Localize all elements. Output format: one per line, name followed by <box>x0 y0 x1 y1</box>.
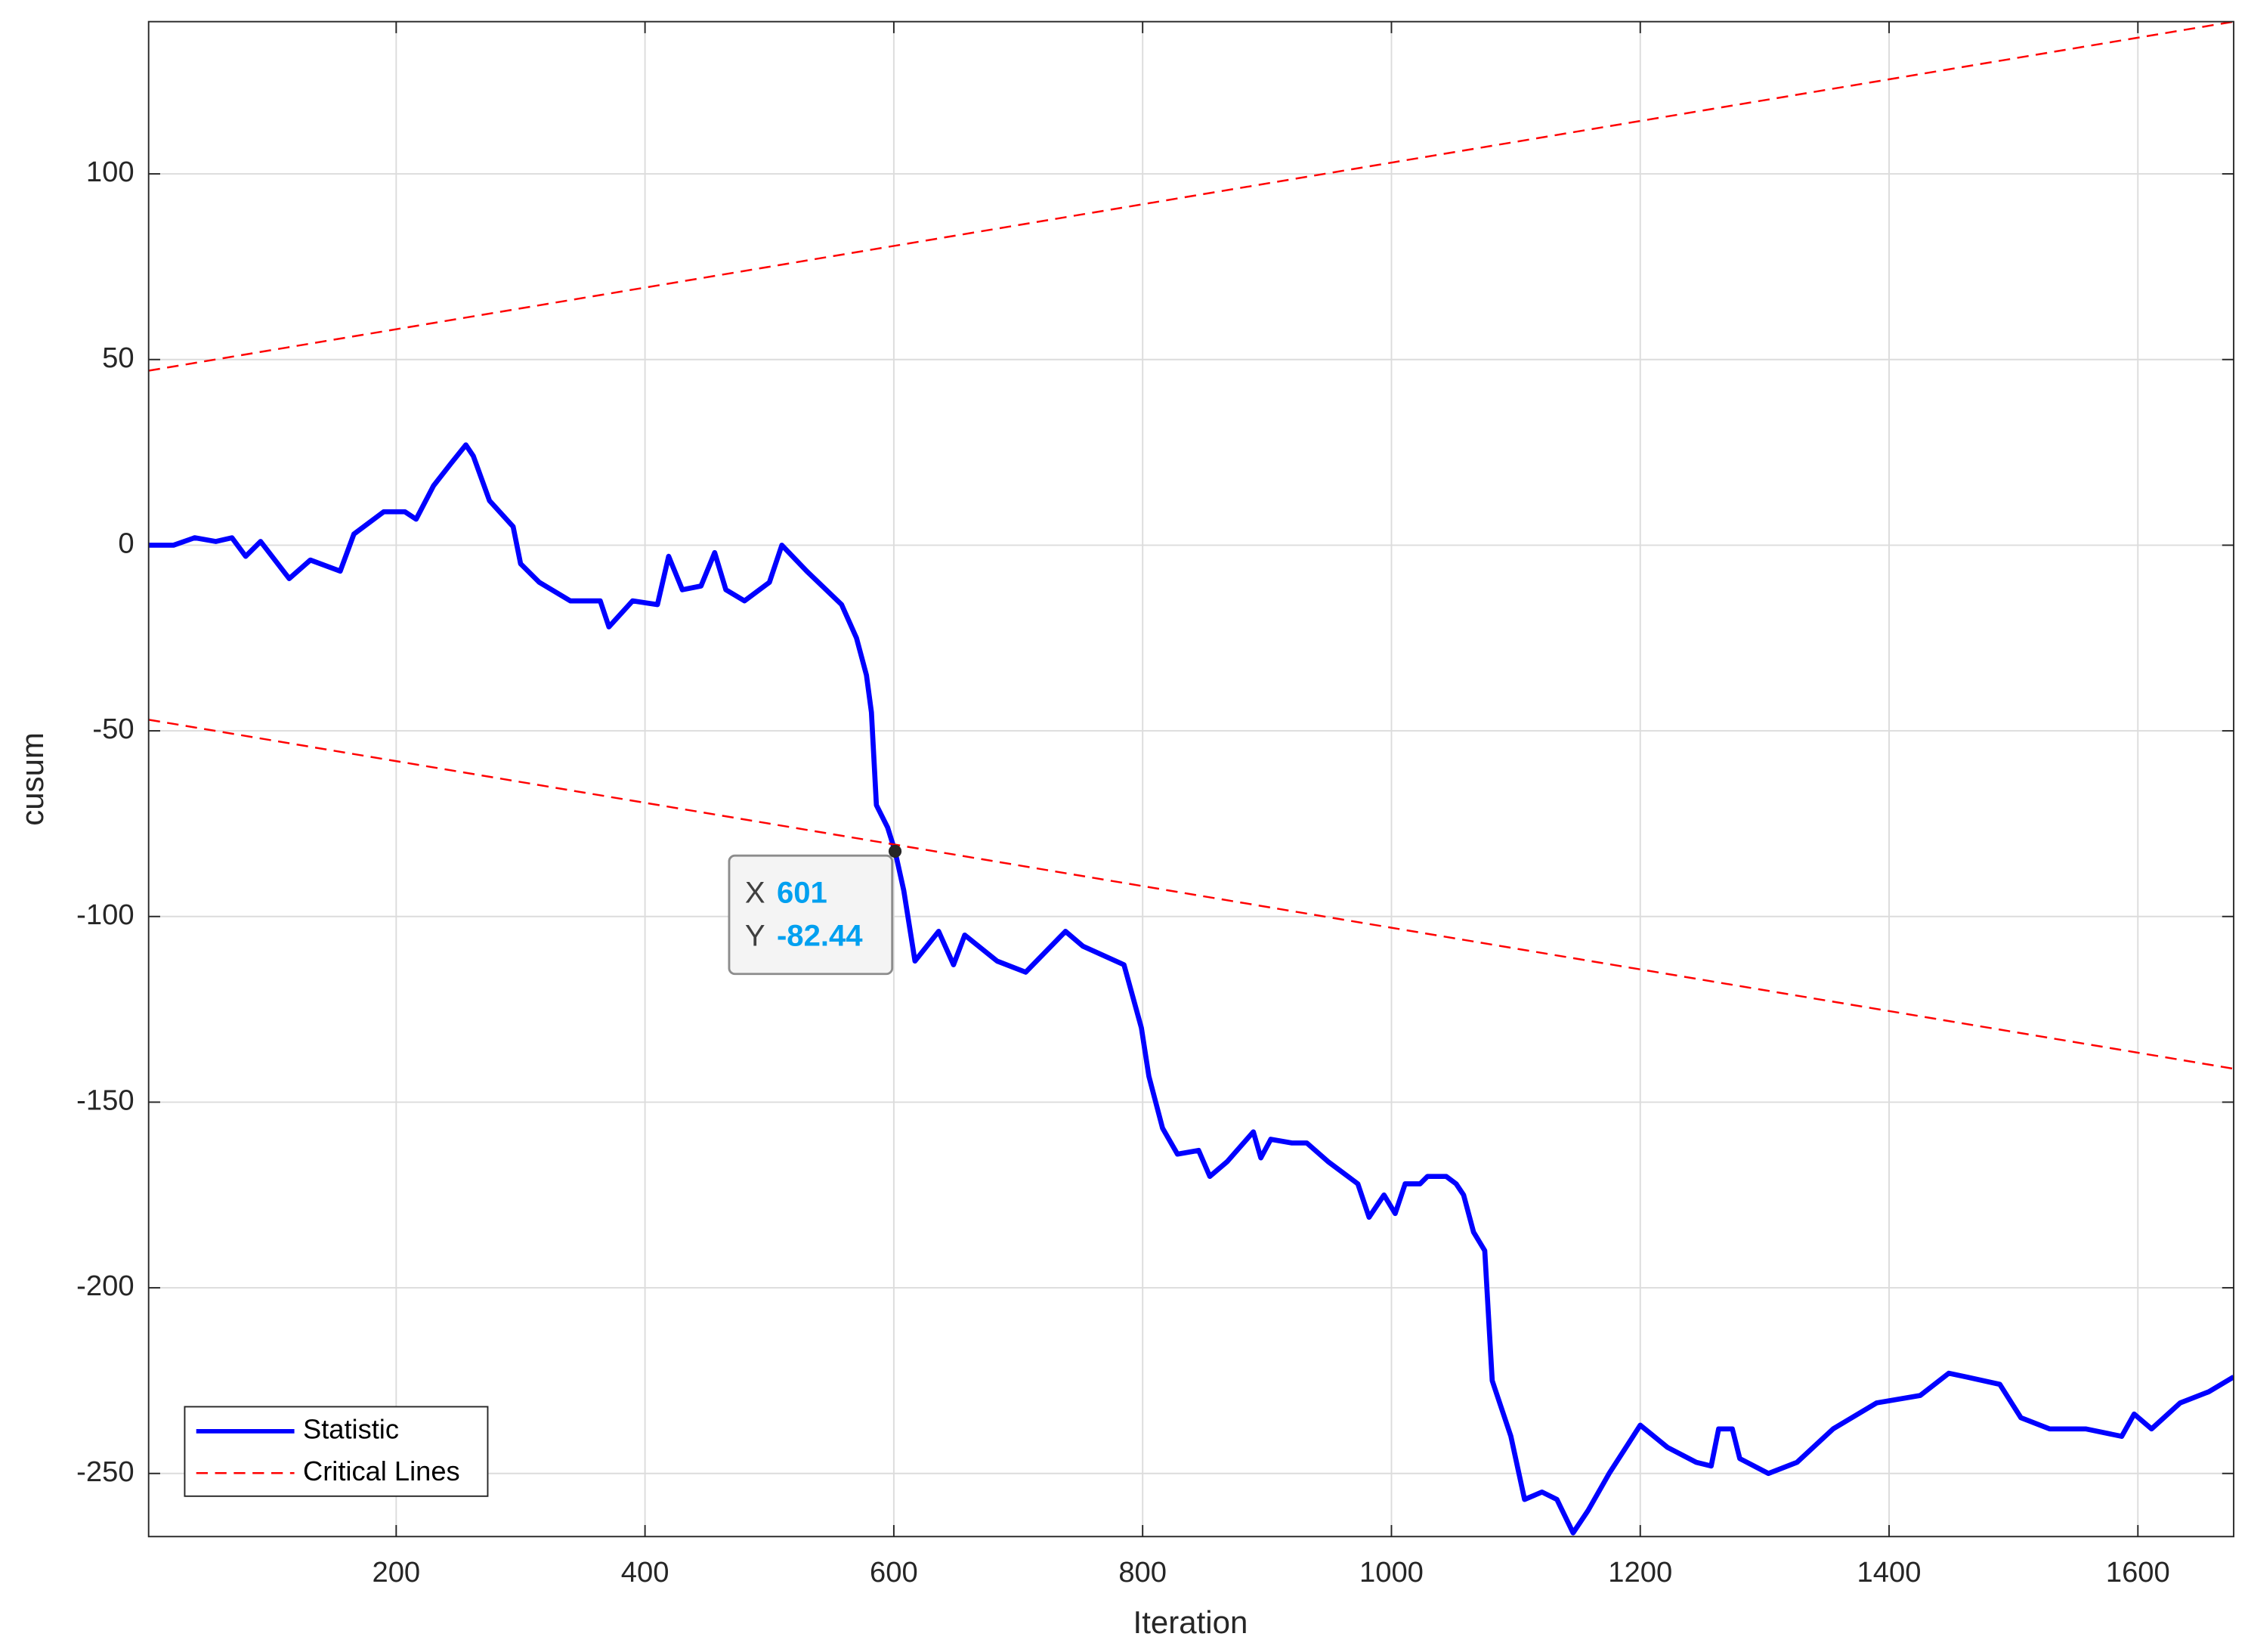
y-tick-label: -50 <box>92 713 134 745</box>
legend-label: Statistic <box>303 1413 399 1444</box>
series-line <box>148 442 2234 1536</box>
datatip-x-value: 601 <box>777 876 827 909</box>
y-tick-label: 100 <box>86 156 135 188</box>
x-tick-label: 800 <box>1118 1556 1167 1589</box>
x-axis-label: Iteration <box>1133 1604 1248 1640</box>
y-tick-label: -150 <box>76 1084 134 1116</box>
datatip-x-label: X <box>745 876 765 909</box>
datatip-marker <box>888 844 902 858</box>
x-tick-label: 600 <box>870 1556 918 1589</box>
y-tick-label: 50 <box>102 342 134 374</box>
legend-label: Critical Lines <box>303 1456 460 1486</box>
datatip-y-label: Y <box>745 920 765 953</box>
datatip-box <box>728 854 894 976</box>
y-tick-label: -200 <box>76 1270 134 1302</box>
series-line <box>148 719 2234 1070</box>
legend-box <box>184 1406 489 1497</box>
x-tick-label: 1600 <box>2106 1556 2170 1589</box>
y-tick-label: 0 <box>118 527 134 559</box>
x-tick-label: 200 <box>372 1556 420 1589</box>
y-tick-label: -250 <box>76 1456 134 1488</box>
axes-box <box>147 20 2235 1538</box>
x-tick-label: 1400 <box>1857 1556 1922 1589</box>
y-axis-label: cusum <box>14 732 50 826</box>
datatip-y-value: -82.44 <box>777 920 863 953</box>
x-tick-label: 1200 <box>1608 1556 1672 1589</box>
y-tick-label: -100 <box>76 899 134 931</box>
x-tick-label: 400 <box>621 1556 669 1589</box>
series-line <box>148 21 2234 372</box>
x-tick-label: 1000 <box>1359 1556 1424 1589</box>
